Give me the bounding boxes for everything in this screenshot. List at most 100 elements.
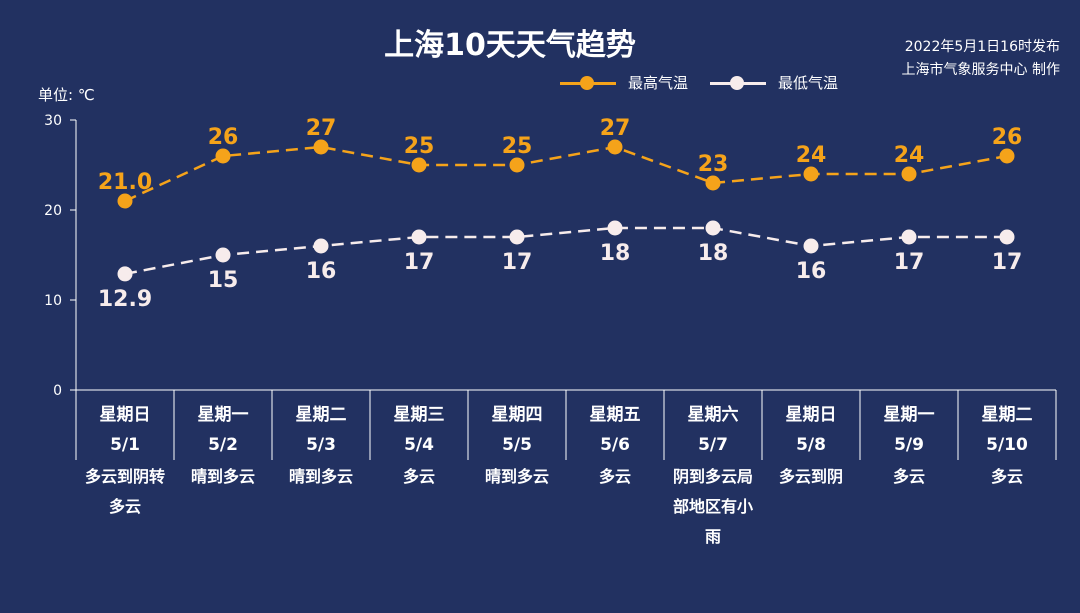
- y-axis-unit-label: 单位: ℃: [38, 86, 95, 104]
- data-label-low: 16: [796, 259, 827, 284]
- weather-description: 多云到阴转多云: [84, 467, 165, 516]
- day-header: 星期二 5/3: [272, 400, 370, 460]
- data-label-high: 25: [502, 134, 533, 159]
- weekday-label: 星期五: [589, 405, 641, 425]
- data-point-high: [117, 193, 133, 209]
- day-header: 星期四 5/5: [468, 400, 566, 460]
- day-header: 星期日 5/1: [76, 400, 174, 460]
- weather-description: 多云: [990, 467, 1023, 486]
- series-line-high: [124, 145, 1008, 203]
- data-point-low: [509, 229, 525, 245]
- data-label-high: 23: [698, 152, 729, 177]
- data-label-low: 18: [600, 241, 631, 266]
- data-label-low: 17: [992, 250, 1023, 275]
- data-point-high: [509, 157, 525, 173]
- data-point-high: [803, 166, 819, 182]
- data-point-low: [313, 238, 329, 254]
- data-point-high: [215, 148, 231, 164]
- date-label: 5/4: [404, 435, 434, 455]
- data-point-low: [411, 229, 427, 245]
- data-label-high: 21.0: [98, 170, 152, 195]
- y-tick-label: 20: [44, 203, 62, 219]
- data-label-low: 17: [502, 250, 533, 275]
- publish-info: 2022年5月1日16时发布 上海市气象服务中心 制作: [902, 36, 1060, 82]
- date-label: 5/9: [894, 435, 924, 455]
- data-label-high: 24: [894, 143, 925, 168]
- weekday-label: 星期一: [883, 405, 935, 425]
- date-label: 5/7: [698, 435, 728, 455]
- weekday-label: 星期日: [99, 405, 151, 425]
- day-header: 星期二 5/10: [958, 400, 1056, 460]
- data-point-low: [999, 229, 1015, 245]
- weather-description: 多云: [598, 467, 631, 486]
- data-label-high: 24: [796, 143, 827, 168]
- publisher: 上海市气象服务中心 制作: [901, 62, 1060, 78]
- weather-description: 多云: [892, 467, 925, 486]
- legend-item-high[interactable]: 最高气温: [560, 72, 688, 93]
- date-label: 5/2: [208, 435, 238, 455]
- data-point-low: [117, 266, 133, 282]
- publish-time: 2022年5月1日16时发布: [904, 39, 1060, 55]
- legend-item-low[interactable]: 最低气温: [710, 72, 838, 93]
- date-label: 5/5: [502, 435, 532, 455]
- data-label-low: 12.9: [98, 287, 152, 312]
- data-point-low: [607, 220, 623, 236]
- date-label: 5/3: [306, 435, 336, 455]
- data-point-low: [215, 247, 231, 263]
- y-tick-label: 30: [44, 113, 62, 129]
- data-label-low: 16: [306, 259, 337, 284]
- weekday-label: 星期二: [295, 405, 347, 425]
- weekday-label: 星期三: [393, 405, 445, 425]
- legend-high-label: 最高气温: [628, 74, 689, 92]
- weekday-label: 星期一: [197, 405, 249, 425]
- data-label-low: 17: [404, 250, 435, 275]
- day-header: 星期日 5/8: [762, 400, 860, 460]
- data-point-low: [803, 238, 819, 254]
- legend-low-swatch: [710, 74, 766, 92]
- data-point-low: [705, 220, 721, 236]
- day-header: 星期一 5/9: [860, 400, 958, 460]
- data-label-high: 27: [600, 116, 631, 141]
- day-header: 星期三 5/4: [370, 400, 468, 460]
- day-header: 星期六 5/7: [664, 400, 762, 460]
- y-tick-label: 10: [44, 293, 62, 309]
- data-point-high: [705, 175, 721, 191]
- data-label-low: 17: [894, 250, 925, 275]
- weather-description: 晴到多云: [190, 467, 255, 486]
- chart-title: 上海10天天气趋势: [384, 28, 636, 63]
- data-label-low: 18: [698, 241, 729, 266]
- chart-series: 21.0 26 27 25 25 27 23 24 24 26 12.9 15 16 17 17 18 18 16…: [98, 116, 1022, 312]
- weekday-label: 星期二: [981, 405, 1033, 425]
- data-label-high: 27: [306, 116, 337, 141]
- data-point-high: [607, 139, 623, 155]
- date-label: 5/6: [600, 435, 630, 455]
- data-label-high: 25: [404, 134, 435, 159]
- data-point-high: [411, 157, 427, 173]
- weekday-label: 星期日: [785, 405, 837, 425]
- data-point-low: [901, 229, 917, 245]
- date-label: 5/8: [796, 435, 826, 455]
- legend-low-label: 最低气温: [778, 74, 839, 92]
- date-label: 5/10: [986, 435, 1028, 455]
- legend-high-swatch: [560, 74, 616, 92]
- data-label-high: 26: [208, 125, 239, 150]
- data-point-high: [901, 166, 917, 182]
- weather-description: 多云到阴: [778, 467, 843, 486]
- chart-axes: 0 10 20 30: [44, 113, 1057, 460]
- date-label: 5/1: [110, 435, 140, 455]
- y-tick-label: 0: [53, 383, 62, 399]
- data-label-high: 26: [992, 125, 1023, 150]
- weekday-label: 星期四: [491, 405, 543, 425]
- weather-description: 晴到多云: [484, 467, 549, 486]
- day-header: 星期五 5/6: [566, 400, 664, 460]
- series-line-low: [124, 226, 1007, 276]
- weather-description: 阴到多云局部地区有小雨: [672, 467, 753, 546]
- weather-description: 多云: [402, 467, 435, 486]
- data-point-high: [313, 139, 329, 155]
- weather-description: 晴到多云: [288, 467, 353, 486]
- data-point-high: [999, 148, 1015, 164]
- weekday-label: 星期六: [687, 405, 739, 425]
- data-label-low: 15: [208, 268, 239, 293]
- day-header: 星期一 5/2: [174, 400, 272, 460]
